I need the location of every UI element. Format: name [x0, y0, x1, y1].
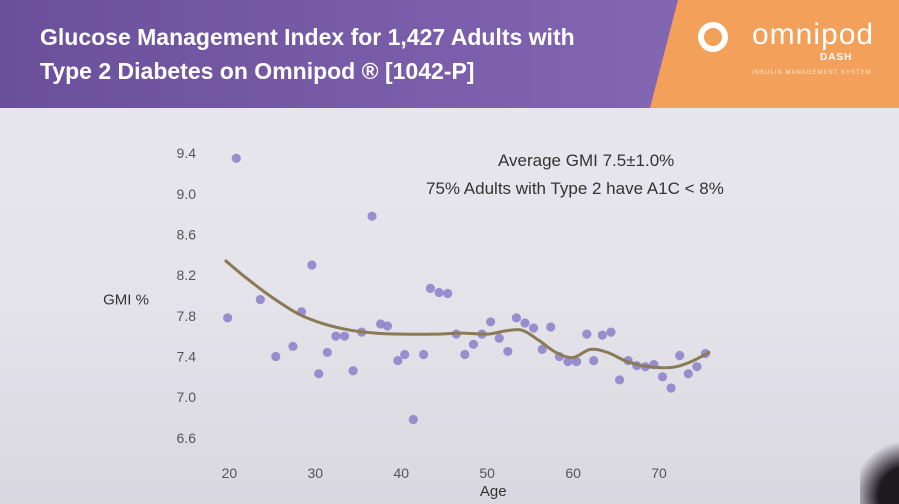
- x-tick-label: 40: [393, 465, 409, 481]
- annotation-a1c-share: 75% Adults with Type 2 have A1C < 8%: [426, 179, 724, 198]
- logo-brand-text: omnipod: [752, 18, 875, 51]
- data-point: [589, 355, 599, 366]
- x-tick-label: 20: [222, 465, 238, 481]
- data-point: [520, 318, 530, 328]
- data-point: [675, 350, 685, 361]
- data-point: [486, 317, 496, 327]
- data-point: [271, 351, 281, 362]
- data-point: [367, 211, 377, 221]
- omnipod-ring-logo-icon: [698, 22, 728, 52]
- data-point: [546, 322, 556, 332]
- data-point: [537, 344, 547, 354]
- data-point: [322, 347, 332, 358]
- data-point: [443, 288, 453, 299]
- data-point: [231, 153, 241, 163]
- data-point: [657, 372, 668, 382]
- annotation-average-gmi: Average GMI 7.5±1.0%: [498, 151, 674, 170]
- x-axis-label: Age: [480, 483, 507, 500]
- data-point: [571, 356, 582, 367]
- data-point: [614, 375, 625, 385]
- x-tick-label: 70: [651, 465, 667, 481]
- x-axis-ticks: 20 30 40 50 60 70: [222, 465, 667, 481]
- y-axis-ticks: 6.6 7.0 7.4 7.8 8.2 8.6 9.0 9.4: [177, 145, 197, 446]
- scatter-points: [223, 153, 711, 425]
- data-point: [339, 331, 350, 341]
- y-tick-label: 7.0: [177, 389, 197, 405]
- y-tick-label: 6.6: [177, 430, 197, 446]
- y-axis-label: GMI %: [103, 292, 149, 309]
- data-point: [255, 294, 265, 305]
- x-tick-label: 30: [308, 465, 324, 481]
- gmi-scatter-chart: 6.6 7.0 7.4 7.8 8.2 8.6 9.0 9.4 20 30 40 50 60 70 GM…: [103, 145, 724, 500]
- data-point: [348, 366, 358, 376]
- slide-title: Glucose Management Index for 1,427 Adult…: [40, 24, 575, 84]
- data-point: [434, 287, 444, 298]
- y-tick-label: 7.4: [177, 349, 197, 365]
- logo-tagline-text: INSULIN MANAGEMENT SYSTEM: [752, 70, 872, 76]
- y-tick-label: 9.0: [177, 186, 197, 202]
- data-point: [460, 349, 470, 360]
- data-point: [418, 349, 429, 360]
- y-tick-label: 9.4: [177, 145, 197, 161]
- data-point: [683, 369, 693, 379]
- data-point: [393, 355, 403, 366]
- logo-sub-text: DASH: [820, 52, 853, 63]
- data-point: [503, 346, 513, 357]
- data-point: [314, 369, 324, 379]
- data-point: [528, 323, 539, 333]
- data-point: [425, 283, 436, 293]
- trend-line: [224, 259, 711, 370]
- data-point: [563, 356, 573, 367]
- x-tick-label: 50: [479, 465, 495, 481]
- x-tick-label: 60: [565, 465, 581, 481]
- data-point: [666, 383, 676, 393]
- data-point: [382, 321, 393, 331]
- y-tick-label: 8.2: [177, 267, 197, 283]
- data-point: [307, 260, 317, 270]
- data-point: [511, 313, 522, 323]
- logo-panel: [650, 0, 899, 108]
- data-point: [400, 349, 410, 360]
- y-tick-label: 8.6: [177, 227, 197, 243]
- data-point: [606, 327, 616, 337]
- data-point: [288, 341, 298, 351]
- data-point: [597, 330, 607, 340]
- corner-shadow: [860, 440, 899, 504]
- data-point: [331, 331, 341, 341]
- data-point: [223, 313, 233, 323]
- data-point: [468, 339, 479, 349]
- data-point: [692, 362, 702, 372]
- data-point: [582, 329, 592, 339]
- y-tick-label: 7.8: [177, 308, 197, 324]
- data-point: [408, 414, 418, 425]
- data-point: [494, 333, 504, 343]
